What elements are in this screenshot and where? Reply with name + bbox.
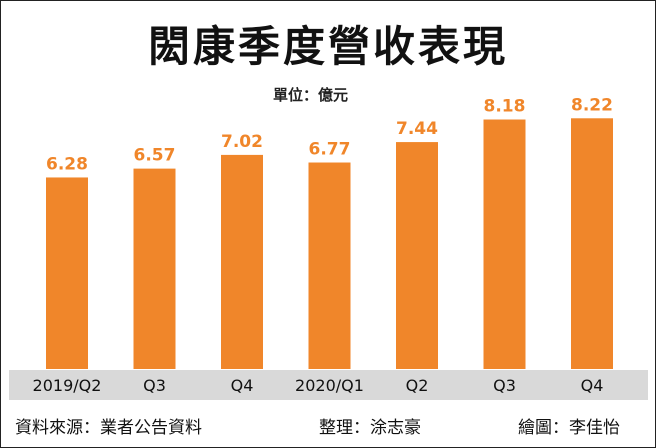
unit-label: 單位：億元 [273,86,349,104]
bar-4 [396,142,438,369]
x-tick-label-3: 2020/Q1 [295,376,364,395]
value-label-2: 7.02 [221,132,263,152]
artist-credit: 繪圖：李佳怡 [518,418,620,438]
x-tick-label-0: 2019/Q2 [33,376,102,395]
bar-6 [571,118,613,369]
x-tick-label-2: Q4 [231,376,254,395]
bar-2 [221,154,263,369]
bar-5 [483,119,526,369]
value-label-6: 8.22 [571,95,613,115]
x-tick-label-5: Q3 [493,376,516,395]
bar-0 [46,177,88,369]
bar-3 [308,162,351,369]
editor-credit: 整理：涂志豪 [319,418,421,438]
x-tick-label-6: Q4 [581,376,604,395]
value-label-4: 7.44 [396,119,438,139]
footer: 資料來源：業者公告資料 整理：涂志豪 繪圖：李佳怡 [1,403,655,447]
value-label-0: 6.28 [46,154,88,174]
x-axis-band [9,370,648,400]
value-label-1: 6.57 [134,146,176,166]
chart-title: 閎康季度營收表現 [147,22,508,71]
value-label-3: 6.77 [309,140,351,160]
bar-1 [133,168,176,369]
x-tick-label-1: Q3 [143,376,166,395]
value-label-5: 8.18 [484,97,526,117]
x-tick-label-4: Q2 [406,376,429,395]
source-credit: 資料來源：業者公告資料 [15,418,202,438]
